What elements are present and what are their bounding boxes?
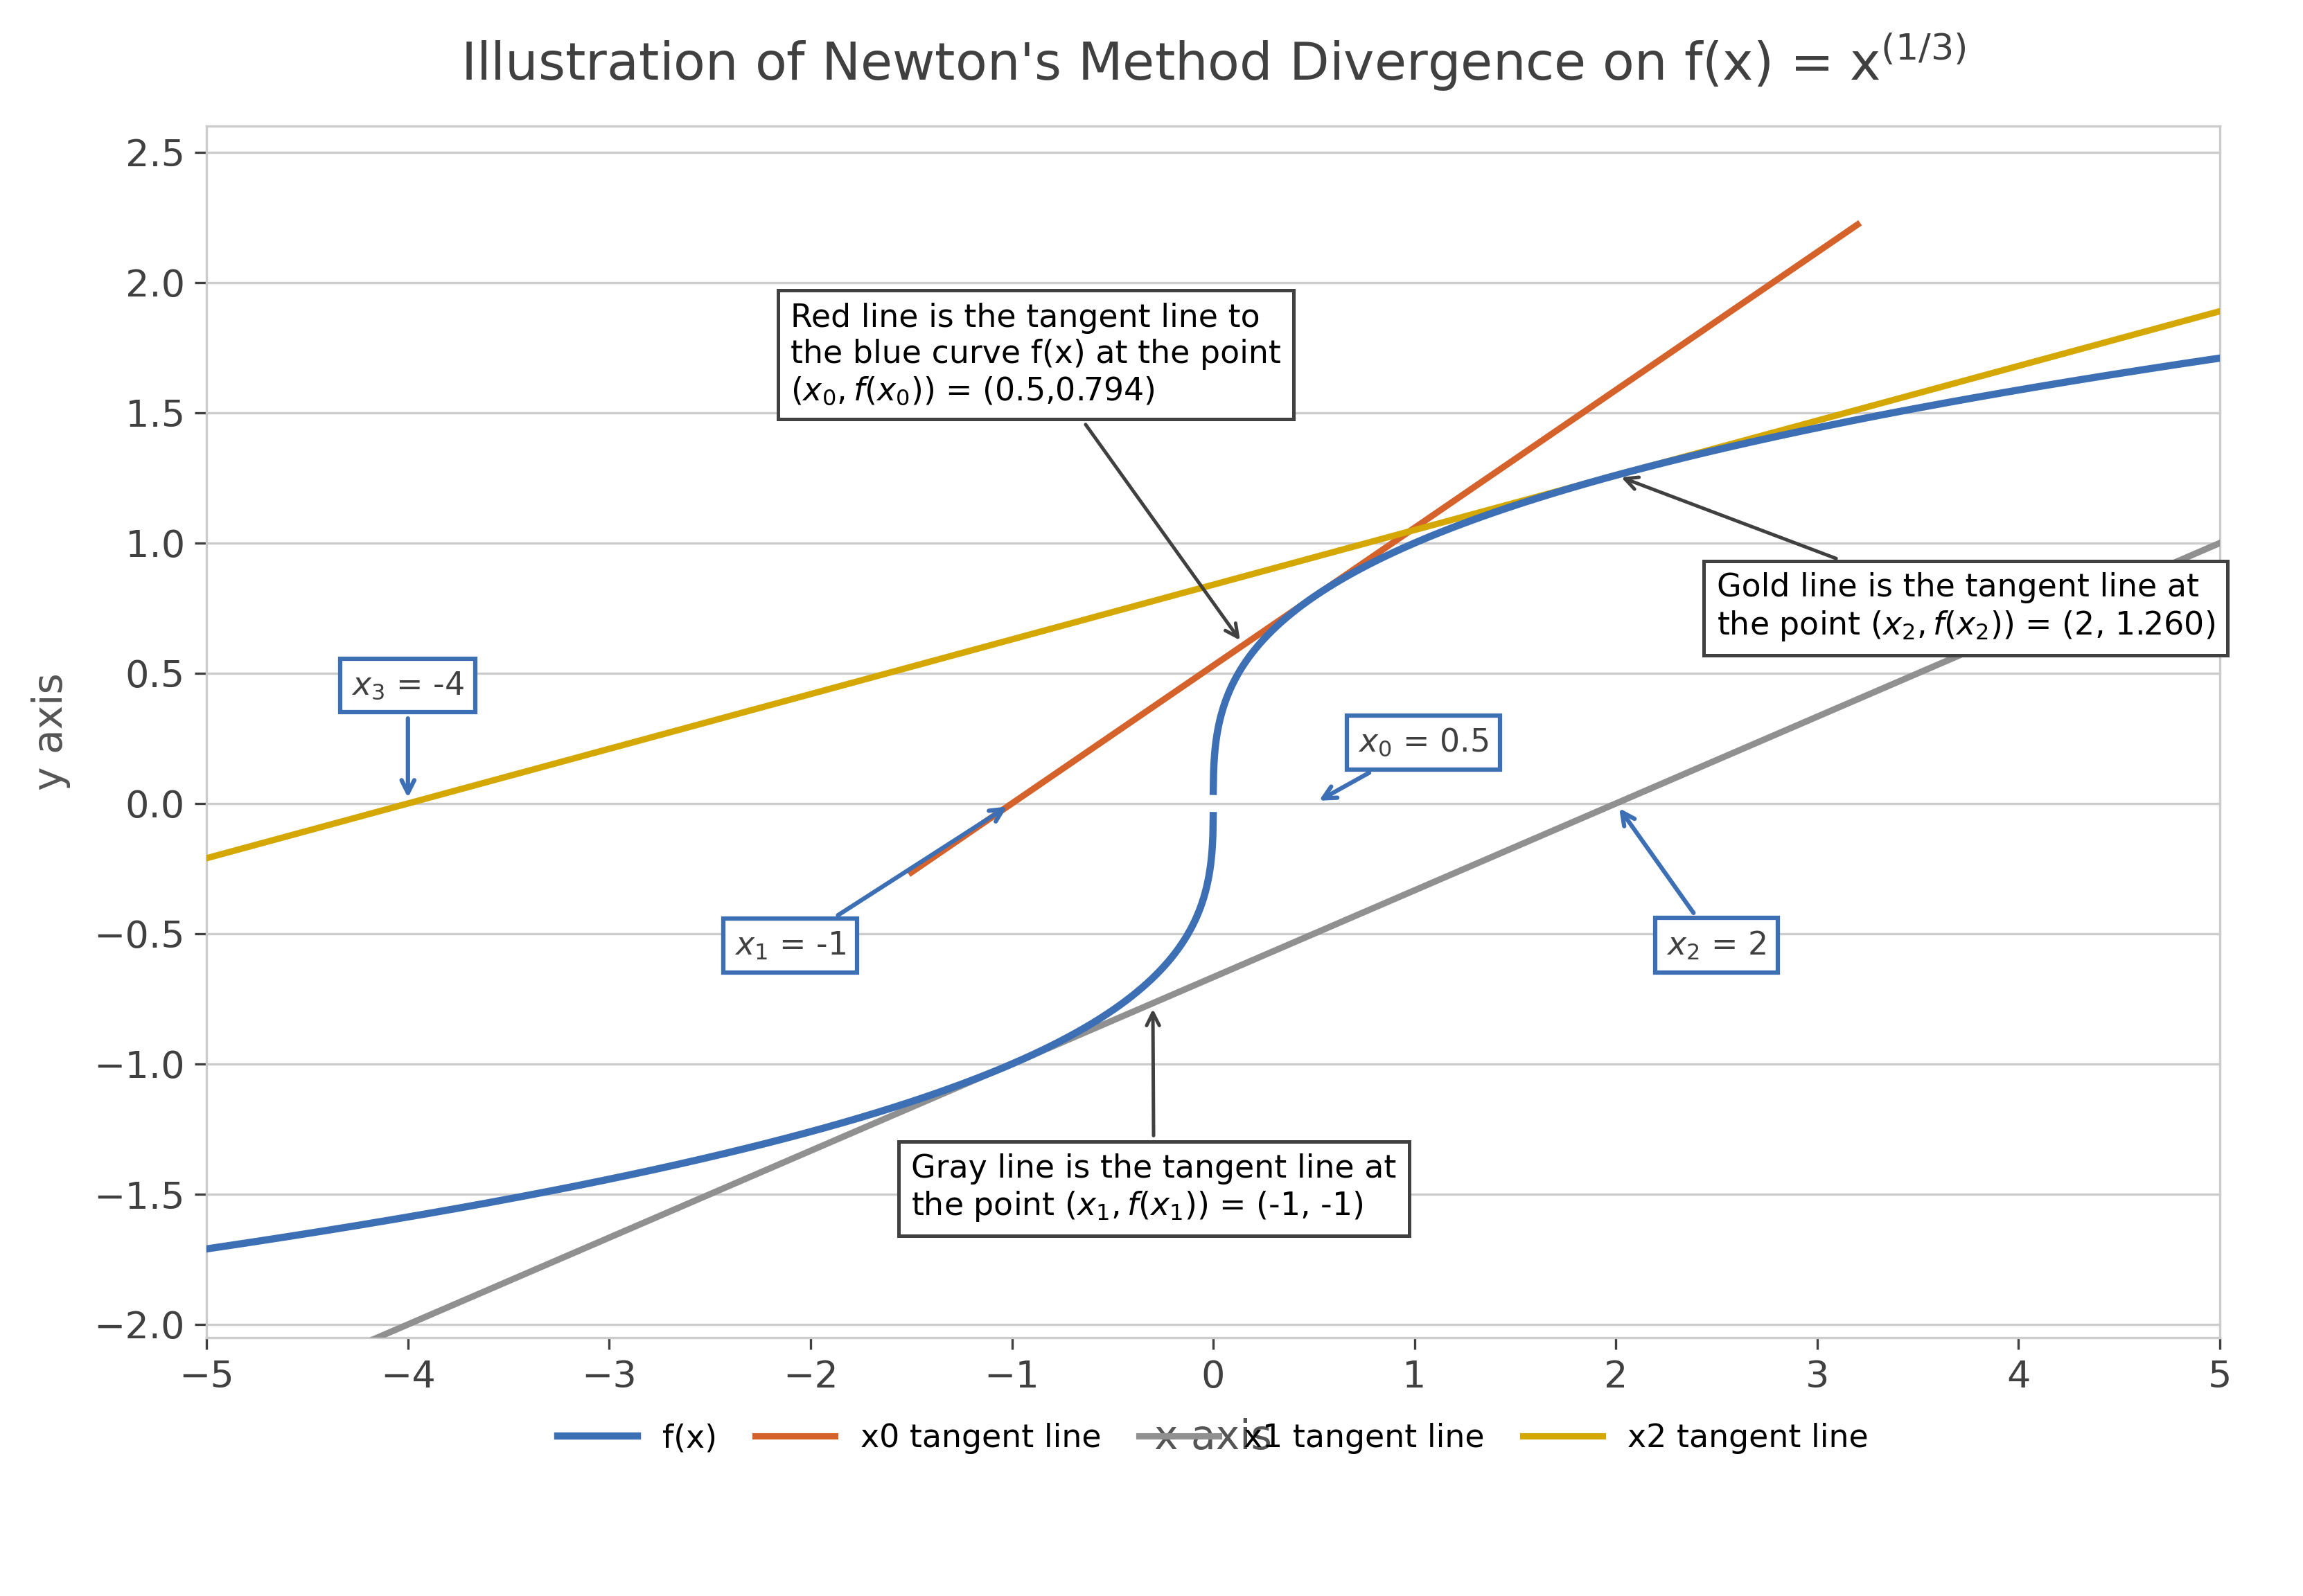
x1 tangent line <box>1762 725 1789 744</box>
Text: Red line is the tangent line to
the blue curve f(x) at the point
$(x_0, f(x_0))$: Red line is the tangent line to the blue… <box>790 303 1280 637</box>
x1 tangent line <box>2206 533 2234 552</box>
x0 tangent line <box>1548 418 1575 437</box>
x0 tangent line <box>898 863 926 883</box>
Line: f(x): f(x) <box>207 358 2220 1250</box>
f(x) <box>216 1235 244 1254</box>
x0 tangent line <box>1280 600 1308 619</box>
f(x) <box>1971 386 1999 405</box>
f(x) <box>193 1240 221 1259</box>
f(x) <box>2206 348 2234 367</box>
x2 tangent line <box>1762 421 1789 440</box>
x1 tangent line <box>1575 806 1603 825</box>
Line: x0 tangent line: x0 tangent line <box>912 225 1859 873</box>
x0 tangent line <box>995 796 1023 816</box>
x2 tangent line <box>1006 627 1034 646</box>
x1 tangent line <box>1006 1050 1034 1069</box>
f(x) <box>1707 440 1734 460</box>
x1 tangent line <box>398 1314 426 1333</box>
x2 tangent line <box>2206 302 2234 321</box>
Text: $x_3$ = -4: $x_3$ = -4 <box>352 670 465 793</box>
x0 tangent line <box>1635 358 1663 377</box>
x2 tangent line <box>398 793 426 812</box>
x0 tangent line <box>1651 346 1679 365</box>
f(x) <box>1103 998 1131 1017</box>
Text: Gold line is the tangent line at
the point $(x_2, f(x_2))$ = (2, 1.260): Gold line is the tangent line at the poi… <box>1626 477 2215 643</box>
x2 tangent line <box>1080 608 1108 627</box>
Line: x2 tangent line: x2 tangent line <box>207 311 2220 859</box>
Text: Gray line is the tangent line at
the point $(x_1, f(x_1))$ = (-1, -1): Gray line is the tangent line at the poi… <box>912 1013 1396 1224</box>
x0 tangent line <box>1315 578 1343 597</box>
Text: $x_2$ = 2: $x_2$ = 2 <box>1621 812 1766 961</box>
Text: $x_1$ = -1: $x_1$ = -1 <box>735 809 1004 961</box>
x1 tangent line <box>1799 709 1826 728</box>
x1 tangent line <box>193 1401 221 1420</box>
X-axis label: x axis: x axis <box>1154 1419 1271 1457</box>
f(x) <box>670 1154 698 1173</box>
Y-axis label: y axis: y axis <box>32 674 71 790</box>
Title: Illustration of Newton's Method Divergence on f(x) = x$^{(1/3)}$: Illustration of Newton's Method Divergen… <box>461 32 1967 93</box>
x2 tangent line <box>1799 412 1826 431</box>
Text: $x_0$ = 0.5: $x_0$ = 0.5 <box>1324 726 1488 798</box>
x1 tangent line <box>1080 1020 1108 1039</box>
x0 tangent line <box>1845 215 1872 235</box>
x2 tangent line <box>1575 472 1603 492</box>
x2 tangent line <box>193 849 221 868</box>
Line: x1 tangent line: x1 tangent line <box>207 543 2220 1411</box>
f(x) <box>2179 353 2206 372</box>
Legend: f(x), x0 tangent line, x1 tangent line, x2 tangent line: f(x), x0 tangent line, x1 tangent line, … <box>546 1411 1882 1467</box>
